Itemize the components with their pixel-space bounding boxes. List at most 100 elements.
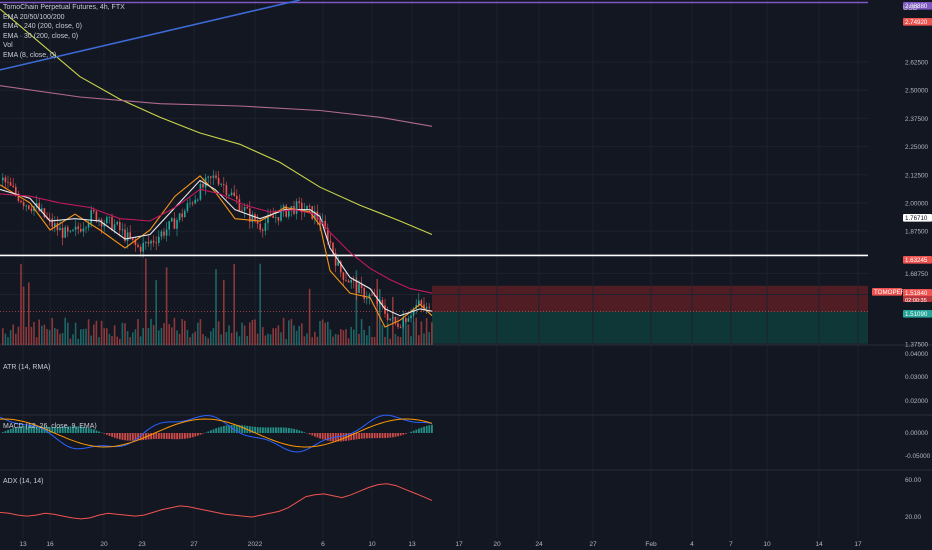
macd-hist-bar [41,426,43,433]
candle-body [386,313,389,321]
volume-bar [17,326,20,345]
legend-vol[interactable]: Vol [3,42,13,50]
candle-body [30,208,33,211]
volume-bar [360,319,363,345]
candle-body [295,201,298,214]
volume-bar [145,258,147,345]
volume-bar [236,331,238,345]
volume-bar [238,336,241,345]
volume-bar [28,282,30,345]
time-tick-label: 20 [493,541,501,548]
candle-body [256,221,259,224]
macd-hist-bar [402,433,405,435]
volume-bar [373,337,376,345]
legend-ema-240[interactable]: EMA · 240 (200, close, 0) [3,23,82,31]
series-ema-20 [0,179,433,317]
candle-body [264,223,267,231]
volume-bar [176,330,178,345]
candle-body [410,315,412,319]
macd-hist-bar [298,430,301,433]
volume-bar [298,325,300,345]
volume-bar [217,321,220,345]
candle-body [233,192,235,196]
price-badge-label: 1.51840 [905,290,928,297]
candle-body [72,229,74,231]
volume-bar [150,318,152,345]
macd-hist-bar [48,426,51,433]
macd-hist-bar [327,433,329,441]
macd-hist-bar [308,433,311,435]
candle-body [412,308,415,316]
candle-body [9,182,12,186]
legend-ema-8[interactable]: EMA (8, close, 0) [3,51,57,59]
macd-hist-bar [282,427,285,433]
time-tick-label: 17 [854,541,862,548]
atr-tick-label: 0.02000 [905,398,929,405]
macd-hist-bar [314,433,316,437]
volume-bar [394,334,397,345]
time-tick-label: 17 [455,541,463,548]
volume-bar [90,335,92,345]
candle-body [160,231,163,237]
time-tick-label: 27 [589,541,597,548]
atr-label[interactable]: ATR (14, RMA) [3,364,51,371]
macd-hist-bar [98,431,100,433]
candle-body [202,183,204,188]
volume-bar [134,329,137,345]
candle-body [368,294,371,299]
legend-symbol[interactable]: TomoChain Perpetual Futures, 4h, FTX [3,4,125,11]
price-badge [903,256,932,264]
candle-body [360,283,363,289]
time-tick-label: 27 [190,541,198,548]
volume-bar [116,336,118,345]
volume-bar [241,322,243,345]
macd-hist-bar [415,429,418,433]
volume-bar [163,323,165,345]
volume-bar [321,319,324,345]
volume-bar [337,334,339,345]
volume-bar [69,338,72,345]
candle-body [217,177,220,185]
volume-bar [181,319,183,345]
time-tick-label: 6 [321,541,325,548]
volume-bar [48,329,51,345]
macd-hist-bar [301,431,303,433]
macd-hist-bar [165,433,168,439]
adx-label[interactable]: ADX (14, 14) [3,478,44,485]
volume-bar [220,334,222,345]
chart-legend: TomoChain Perpetual Futures, 4h, FTX EMA… [3,3,125,61]
macd-hist-bar [38,426,41,433]
volume-bar [173,317,176,345]
macd-hist-bar [423,426,425,433]
candle-body [181,213,183,218]
candle-body [108,216,111,218]
candle-body [176,219,178,229]
macd-hist-bar [254,426,256,433]
volume-bar [93,324,95,345]
macd-hist-bar [399,433,402,436]
legend-ema-group[interactable]: EMA 20/50/100/200 [3,13,65,21]
time-tick-label: 23 [138,541,146,548]
candle-body [150,240,152,244]
macd-hist-bar [132,433,134,441]
macd-hist-bar [228,425,230,433]
macd-hist-bar [368,433,371,439]
macd-hist-bar [202,433,204,434]
macd-hist-bar [381,433,384,439]
series-ema-200 [0,8,433,236]
candle-body [163,231,165,236]
macd-hist-bar [353,433,355,440]
macd-label[interactable]: MACD (12, 26, close, 9, EMA) [3,423,97,430]
take-profit-zone [432,311,868,344]
candle-body [191,202,194,204]
macd-hist-bar [9,429,12,433]
legend-ema-30[interactable]: EMA · 30 (200, close, 0) [3,32,79,40]
candle-body [251,214,254,222]
price-tick-label: 2.00000 [905,200,929,207]
candle-body [69,230,72,232]
price-tick-label: 1.87500 [905,229,929,236]
candle-body [285,205,287,217]
candle-body [210,176,212,178]
macd-hist-bar [191,433,194,438]
